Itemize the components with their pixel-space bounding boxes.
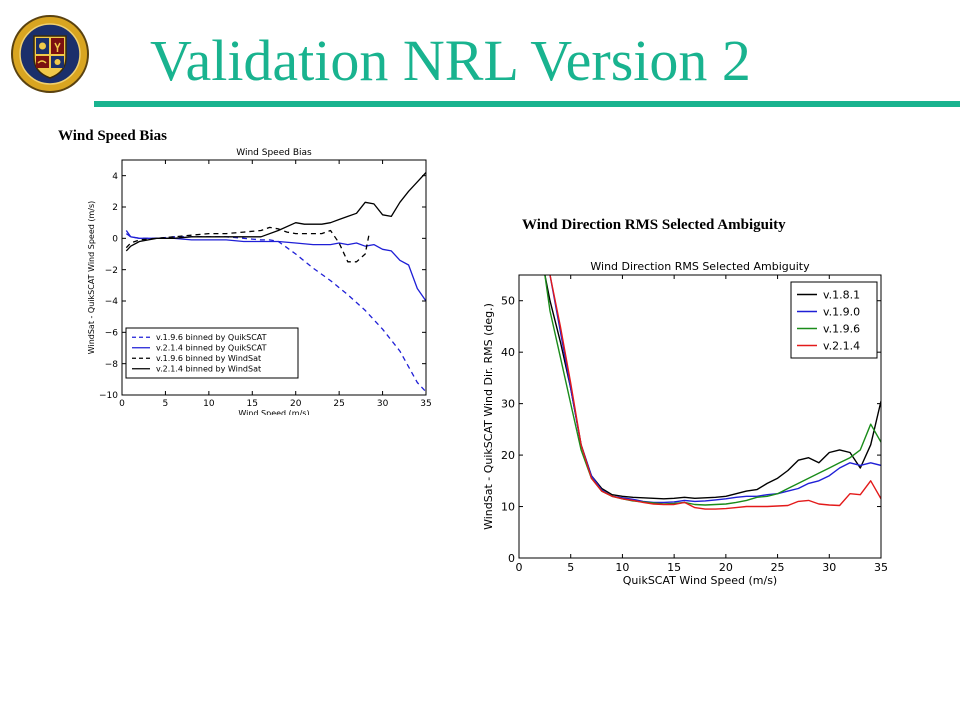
caption-wind-direction-rms: Wind Direction RMS Selected Ambiguity <box>522 217 786 233</box>
wsb-y-axis-label: WindSat - QuikSCAT Wind Speed (m/s) <box>87 201 96 355</box>
wdr-x-tick-label: 0 <box>516 561 523 574</box>
wsb-x-tick-label: 30 <box>377 399 389 409</box>
wdr-legend-label-v-1-9-0: v.1.9.0 <box>823 305 860 318</box>
wdr-plot-area <box>544 275 881 510</box>
wsb-frame <box>121 159 427 396</box>
wdr-x-tick-label: 25 <box>771 561 785 574</box>
wsb-y-tick-label: −6 <box>105 328 119 338</box>
wsb-x-tick-label: 5 <box>163 399 169 409</box>
wdr-series-v-2-1-4 <box>549 275 881 510</box>
wsb-legend-label-v-2-1-4-binned-by-windsat: v.2.1.4 binned by WindSat <box>156 365 261 374</box>
wsb-x-tick-label: 15 <box>247 399 258 409</box>
wdr-x-tick-label: 35 <box>874 561 888 574</box>
wsb-series-v-2-1-4-binned-by-windsat <box>125 172 426 252</box>
wdr-y-tick-label: 10 <box>501 500 515 513</box>
wdr-y-tick-label: 50 <box>501 295 515 308</box>
wsb-series-v-2-1-4-binned-by-quikscat <box>125 230 426 302</box>
wdr-x-tick-label: 30 <box>822 561 836 574</box>
wdr-y-tick-label: 40 <box>501 346 515 359</box>
slide-title: Validation NRL Version 2 <box>150 28 751 93</box>
wsb-legend-label-v-2-1-4-binned-by-quikscat: v.2.1.4 binned by QuikSCAT <box>156 344 267 353</box>
wdr-y-tick-label: 30 <box>501 397 515 410</box>
wdr-x-tick-label: 10 <box>615 561 629 574</box>
wsb-title: Wind Speed Bias <box>236 148 312 158</box>
wsb-y-tick-label: −2 <box>105 266 118 276</box>
wsb-y-tick-label: −10 <box>99 391 118 401</box>
wsb-y-tick-label: −8 <box>105 360 119 370</box>
wdr-y-tick-label: 20 <box>501 449 515 462</box>
wsb-x-tick-label: 10 <box>203 399 215 409</box>
wsb-legend-label-v-1-9-6-binned-by-windsat: v.1.9.6 binned by WindSat <box>156 354 261 363</box>
caption-wind-speed-bias: Wind Speed Bias <box>58 128 167 144</box>
wsb-x-tick-label: 35 <box>420 399 431 409</box>
wsb-y-tick-label: 4 <box>112 172 118 182</box>
wdr-legend-label-v-1-9-6: v.1.9.6 <box>823 322 860 335</box>
nrl-seal-icon <box>11 15 89 93</box>
wsb-series-v-1-9-6-binned-by-windsat <box>125 226 371 263</box>
wsb-y-tick-label: −4 <box>105 297 119 307</box>
wdr-x-tick-label: 20 <box>719 561 733 574</box>
wdr-y-axis-label: WindSat - QuikSCAT Wind Dir. RMS (deg.) <box>482 303 495 530</box>
title-underline <box>94 101 960 107</box>
wdr-legend-label-v-2-1-4: v.2.1.4 <box>823 339 860 352</box>
wsb-x-axis-label: Wind Speed (m/s) <box>238 409 309 415</box>
wdr-y-tick-label: 0 <box>508 552 515 565</box>
wdr-x-axis-label: QuikSCAT Wind Speed (m/s) <box>623 574 777 587</box>
wsb-legend <box>125 327 299 379</box>
wdr-title: Wind Direction RMS Selected Ambiguity <box>590 260 810 273</box>
wdr-x-tick-label: 15 <box>667 561 681 574</box>
wind-direction-rms-chart: Wind Direction RMS Selected Ambiguity 0 5 1… <box>482 260 888 587</box>
wdr-frame <box>518 274 882 559</box>
wsb-y-tick-label: 0 <box>112 234 118 244</box>
wdr-legend-label-v-1-8-1: v.1.8.1 <box>823 288 860 301</box>
wsb-x-tick-label: 25 <box>333 399 344 409</box>
wsb-x-tick-label: 0 <box>119 399 125 409</box>
wsb-y-tick-label: 2 <box>112 203 118 213</box>
wsb-x-tick-label: 20 <box>290 399 302 409</box>
wsb-plot-area <box>125 172 426 393</box>
wsb-legend-label-v-1-9-6-binned-by-quikscat: v.1.9.6 binned by QuikSCAT <box>156 333 267 342</box>
wdr-x-tick-label: 5 <box>567 561 574 574</box>
